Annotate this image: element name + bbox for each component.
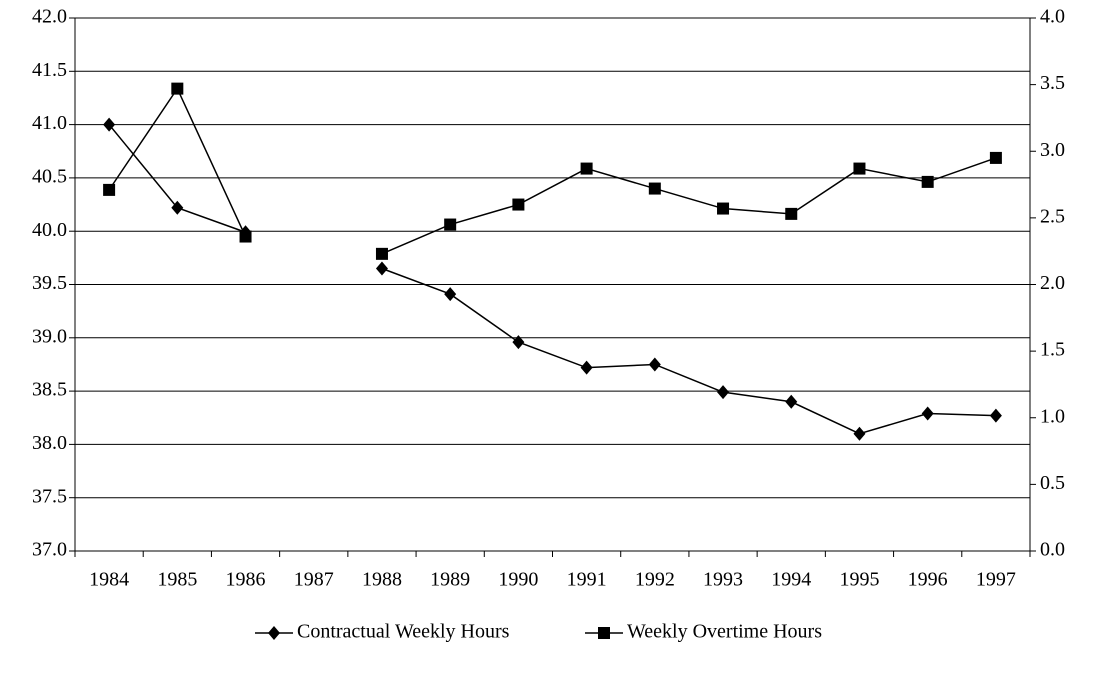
x-tick-label: 1988 (362, 569, 402, 591)
marker (853, 162, 866, 175)
x-tick-label: 1993 (703, 569, 743, 591)
y-tick-label: 40.5 (32, 165, 67, 187)
marker (171, 200, 184, 215)
legend-label: Weekly Overtime Hours (627, 621, 822, 643)
marker (580, 360, 593, 375)
y-tick-label: 41.0 (32, 112, 67, 134)
marker (444, 287, 457, 302)
marker (444, 218, 457, 231)
marker (375, 261, 388, 276)
y-tick-label: 39.5 (32, 272, 67, 294)
marker (717, 385, 730, 400)
y-tick-label: 41.5 (32, 59, 67, 81)
marker (171, 82, 184, 95)
x-tick-label: 1994 (771, 569, 811, 591)
marker (512, 198, 525, 211)
marker (989, 151, 1002, 164)
marker (853, 426, 866, 441)
y2-tick-label: 3.5 (1040, 72, 1065, 94)
marker (512, 335, 525, 350)
marker (648, 182, 661, 195)
y2-tick-label: 2.0 (1040, 272, 1065, 294)
x-tick-label: 1989 (430, 569, 470, 591)
y2-tick-label: 3.0 (1040, 139, 1065, 161)
x-tick-label: 1995 (839, 569, 879, 591)
y-tick-label: 37.5 (32, 485, 67, 507)
marker (717, 202, 730, 215)
y2-tick-label: 1.5 (1040, 339, 1065, 361)
legend-marker (268, 626, 280, 640)
y2-tick-label: 1.0 (1040, 405, 1065, 427)
x-tick-label: 1992 (635, 569, 675, 591)
y-tick-label: 37.0 (32, 539, 67, 561)
y-tick-label: 38.0 (32, 432, 67, 454)
marker (989, 408, 1002, 423)
x-tick-label: 1985 (157, 569, 197, 591)
y-tick-label: 42.0 (32, 6, 67, 28)
marker (103, 117, 116, 132)
marker (785, 394, 798, 409)
marker (785, 207, 798, 220)
marker (580, 162, 593, 175)
y2-tick-label: 0.5 (1040, 472, 1065, 494)
y-tick-label: 39.0 (32, 325, 67, 347)
marker (103, 183, 116, 196)
y-tick-label: 38.5 (32, 379, 67, 401)
marker (239, 230, 252, 243)
legend-marker (598, 627, 610, 639)
marker (921, 406, 934, 421)
legend-label: Contractual Weekly Hours (297, 621, 510, 643)
x-tick-label: 1997 (976, 569, 1016, 591)
y-tick-label: 40.0 (32, 219, 67, 241)
y2-tick-label: 0.0 (1040, 539, 1065, 561)
y2-tick-label: 4.0 (1040, 6, 1065, 28)
x-tick-label: 1987 (294, 569, 334, 591)
marker (648, 357, 661, 372)
x-tick-label: 1991 (567, 569, 607, 591)
marker (375, 247, 388, 260)
x-tick-label: 1990 (498, 569, 538, 591)
y2-tick-label: 2.5 (1040, 205, 1065, 227)
x-tick-label: 1986 (226, 569, 266, 591)
x-tick-label: 1984 (89, 569, 129, 591)
marker (921, 175, 934, 188)
x-tick-label: 1996 (908, 569, 948, 591)
